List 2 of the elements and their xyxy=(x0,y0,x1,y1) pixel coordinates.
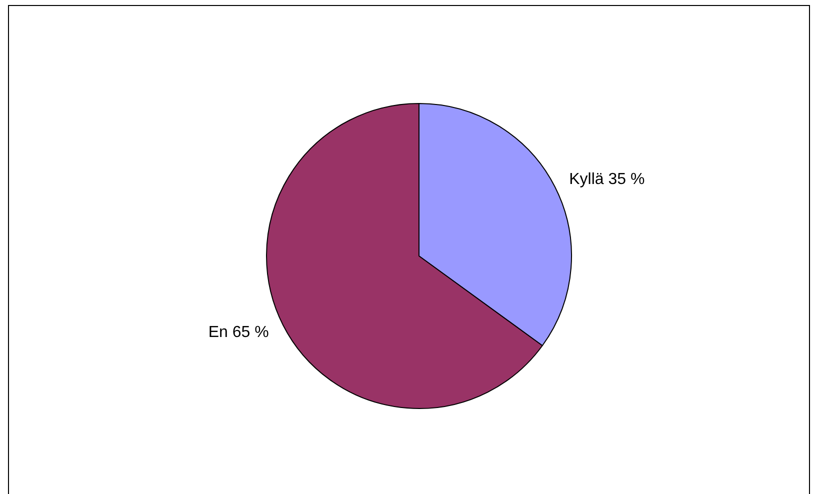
slice-label: Kyllä 35 % xyxy=(569,170,645,188)
slice-label: En 65 % xyxy=(208,324,269,341)
